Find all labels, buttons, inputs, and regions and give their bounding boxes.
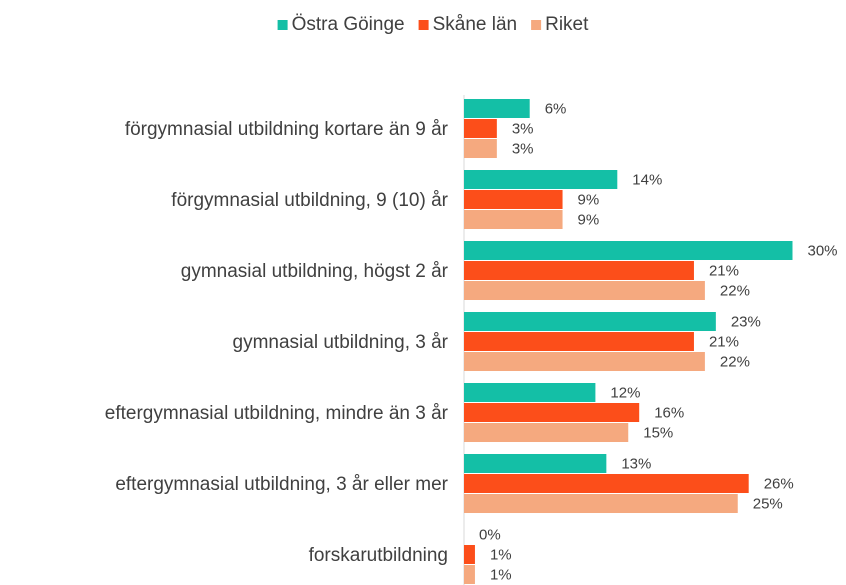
- legend-swatch: [531, 20, 542, 30]
- category-label: gymnasial utbildning, högst 2 år: [181, 261, 449, 282]
- bar: [464, 99, 530, 118]
- legend-swatch: [418, 20, 429, 30]
- bar: [464, 312, 716, 331]
- value-label: 25%: [753, 495, 783, 512]
- value-label: 14%: [632, 171, 662, 188]
- value-label: 16%: [654, 404, 684, 421]
- bar: [464, 403, 640, 422]
- legend-swatch: [277, 20, 288, 30]
- value-label: 30%: [808, 242, 838, 259]
- bar: [464, 454, 607, 473]
- bar: [464, 281, 705, 300]
- legend-label: Östra Göinge: [292, 14, 405, 35]
- bar: [464, 383, 596, 402]
- bar: [464, 332, 694, 351]
- value-label: 21%: [709, 333, 739, 350]
- value-label: 13%: [621, 455, 651, 472]
- category-label: förgymnasial utbildning, 9 (10) år: [171, 190, 448, 211]
- bar: [464, 474, 749, 493]
- bar: [464, 190, 563, 209]
- value-label: 26%: [764, 475, 794, 492]
- bar: [464, 119, 497, 138]
- value-label: 22%: [720, 353, 750, 370]
- bar: [464, 352, 705, 371]
- bar: [464, 494, 738, 513]
- legend-label: Riket: [545, 14, 589, 35]
- value-label: 3%: [512, 120, 534, 137]
- legend-label: Skåne län: [433, 14, 518, 35]
- value-label: 21%: [709, 262, 739, 279]
- category-label: förgymnasial utbildning kortare än 9 år: [125, 119, 449, 140]
- bar: [464, 210, 563, 229]
- category-label: forskarutbildning: [309, 545, 448, 566]
- bar: [464, 241, 793, 260]
- bar: [464, 423, 629, 442]
- value-label: 0%: [479, 526, 501, 543]
- bar: [464, 170, 618, 189]
- value-label: 9%: [578, 211, 600, 228]
- category-label: gymnasial utbildning, 3 år: [233, 332, 449, 353]
- value-label: 23%: [731, 313, 761, 330]
- bar: [464, 261, 694, 280]
- value-label: 12%: [610, 384, 640, 401]
- value-label: 3%: [512, 140, 534, 157]
- value-label: 15%: [643, 424, 673, 441]
- category-label: eftergymnasial utbildning, 3 år eller me…: [115, 474, 448, 495]
- bar: [464, 139, 497, 158]
- bar: [464, 545, 475, 564]
- value-label: 22%: [720, 282, 750, 299]
- bar: [464, 565, 475, 584]
- value-label: 1%: [490, 566, 512, 583]
- value-label: 9%: [578, 191, 600, 208]
- value-label: 1%: [490, 546, 512, 563]
- category-label: eftergymnasial utbildning, mindre än 3 å…: [105, 403, 449, 424]
- value-label: 6%: [545, 100, 567, 117]
